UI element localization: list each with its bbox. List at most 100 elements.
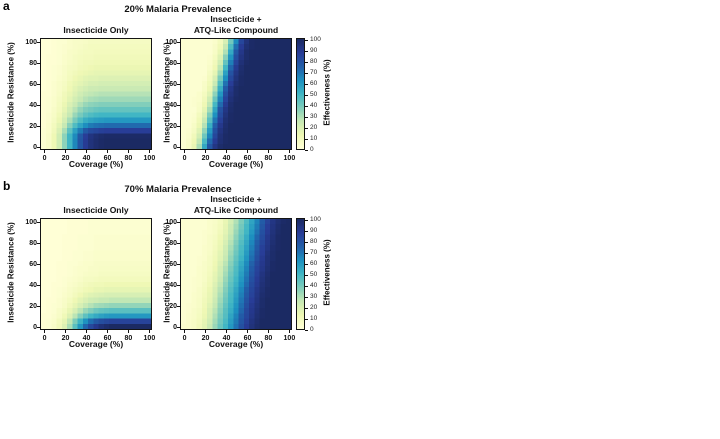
y-tick-label: 60	[169, 81, 177, 89]
colorbar-tick-mark	[305, 285, 308, 287]
y-tick-label: 60	[29, 81, 37, 89]
y-tick-mark	[37, 63, 41, 65]
colorbar-tick-label: 20	[310, 124, 318, 131]
y-tick-mark	[177, 284, 181, 286]
y-tick-mark	[37, 104, 41, 106]
x-tick-mark	[267, 150, 269, 153]
y-tick-label: 100	[25, 39, 37, 47]
colorbar-tick-label: 100	[310, 36, 321, 43]
panel-letter: a	[3, 0, 10, 13]
y-tick-label: 40	[29, 281, 37, 289]
colorbar-gradient	[297, 39, 304, 149]
panel-b: b 70% Malaria Prevalence Insecticide Onl…	[0, 180, 720, 360]
y-tick-mark	[177, 42, 181, 44]
colorbar-tick-mark	[305, 263, 308, 265]
y-tick-label: 80	[29, 240, 37, 248]
y-tick-label: 0	[173, 323, 177, 331]
x-tick-mark	[106, 150, 108, 153]
x-tick-label: 60	[103, 335, 112, 342]
x-tick-label: 0	[182, 155, 187, 162]
heatmap-canvas	[181, 39, 291, 149]
subplot-title: Insecticide + ATQ-Like Compound	[160, 193, 312, 215]
subplot-title-line: ATQ-Like Compound	[193, 24, 279, 35]
y-tick-label: 40	[29, 101, 37, 109]
subplot-title: Insecticide Only	[20, 13, 172, 35]
colorbar: 0 10 20 30 40 50 60 70 80 90 100	[296, 36, 321, 153]
x-tick-label: 100	[143, 335, 156, 342]
x-tick-mark	[65, 330, 67, 333]
x-tick-label: 80	[124, 335, 133, 342]
y-axis-label: Insecticide Resistance (%)	[6, 42, 16, 143]
colorbar-tick-mark	[305, 94, 308, 96]
x-tick-label: 40	[82, 335, 91, 342]
y-tick-label: 20	[29, 302, 37, 310]
colorbar-label: Effectiveness (%)	[322, 239, 332, 306]
x-tick-mark	[148, 330, 150, 333]
y-tick-label: 60	[169, 261, 177, 269]
x-tick-label: 60	[243, 335, 252, 342]
subplot-title-line: ATQ-Like Compound	[193, 204, 279, 215]
y-tick-label: 0	[33, 143, 37, 151]
heatmap-canvas	[181, 219, 291, 329]
y-tick-label: 40	[169, 281, 177, 289]
y-tick-label: 20	[169, 302, 177, 310]
x-tick-mark	[205, 330, 207, 333]
x-tick-mark	[184, 150, 186, 153]
y-tick-label: 100	[25, 219, 37, 227]
panel-a: a 20% Malaria Prevalence Insecticide Onl…	[0, 0, 720, 180]
x-tick-mark	[44, 150, 46, 153]
colorbar-tick-label: 90	[310, 47, 318, 54]
x-tick-label: 20	[201, 155, 210, 162]
colorbar-label: Effectiveness (%)	[322, 59, 332, 126]
x-tick-mark	[226, 150, 228, 153]
x-tick-mark	[44, 330, 46, 333]
colorbar-tick-label: 90	[310, 227, 318, 234]
colorbar-tick-mark	[305, 127, 308, 129]
x-tick-mark	[246, 330, 248, 333]
x-tick-label: 0	[182, 335, 187, 342]
colorbar-tick-label: 20	[310, 304, 318, 311]
colorbar-tick-label: 80	[310, 238, 318, 245]
subplot-title-line: Insecticide Only	[63, 24, 129, 35]
x-tick-label: 100	[283, 335, 296, 342]
y-tick-mark	[37, 284, 41, 286]
colorbar-tick-mark	[305, 116, 308, 118]
x-tick-mark	[246, 150, 248, 153]
colorbar-tick-label: 50	[310, 91, 318, 98]
y-tick-mark	[37, 326, 41, 328]
colorbar-tick-mark	[305, 296, 308, 298]
subplot-title: Insecticide Only	[20, 193, 172, 215]
x-tick-mark	[184, 330, 186, 333]
y-tick-mark	[177, 84, 181, 86]
colorbar-tick-label: 10	[310, 315, 318, 322]
y-tick-mark	[177, 305, 181, 307]
y-tick-label: 0	[173, 143, 177, 151]
y-tick-mark	[37, 243, 41, 245]
y-axis-label: Insecticide Resistance (%)	[162, 222, 172, 323]
x-tick-mark	[86, 330, 88, 333]
x-axis-label: Coverage (%)	[68, 159, 124, 169]
x-tick-label: 60	[103, 155, 112, 162]
colorbar-tick-label: 70	[310, 69, 318, 76]
colorbar-tick-mark	[305, 219, 308, 221]
heatmap-insecticide-only: 0 20 40 60 80 100 0 20 40 60 80 100	[25, 38, 155, 162]
subplot-title: Insecticide + ATQ-Like Compound	[160, 13, 312, 35]
colorbar-tick-mark	[305, 61, 308, 63]
y-tick-mark	[177, 146, 181, 148]
y-tick-mark	[177, 243, 181, 245]
y-tick-label: 80	[169, 60, 177, 68]
colorbar-tick-label: 80	[310, 58, 318, 65]
x-tick-mark	[106, 330, 108, 333]
panel-title: 70% Malaria Prevalence	[124, 184, 232, 195]
colorbar-tick-mark	[305, 241, 308, 243]
x-tick-mark	[267, 330, 269, 333]
x-tick-label: 80	[124, 155, 133, 162]
y-tick-mark	[37, 305, 41, 307]
heatmap-insecticide-only: 0 20 40 60 80 100 0 20 40 60 80 100	[25, 218, 155, 342]
x-tick-label: 40	[222, 335, 231, 342]
heatmap-canvas	[41, 39, 151, 149]
x-tick-label: 0	[42, 335, 47, 342]
colorbar-tick-mark	[305, 138, 308, 140]
x-tick-label: 80	[264, 155, 273, 162]
colorbar-tick-label: 0	[310, 326, 314, 333]
